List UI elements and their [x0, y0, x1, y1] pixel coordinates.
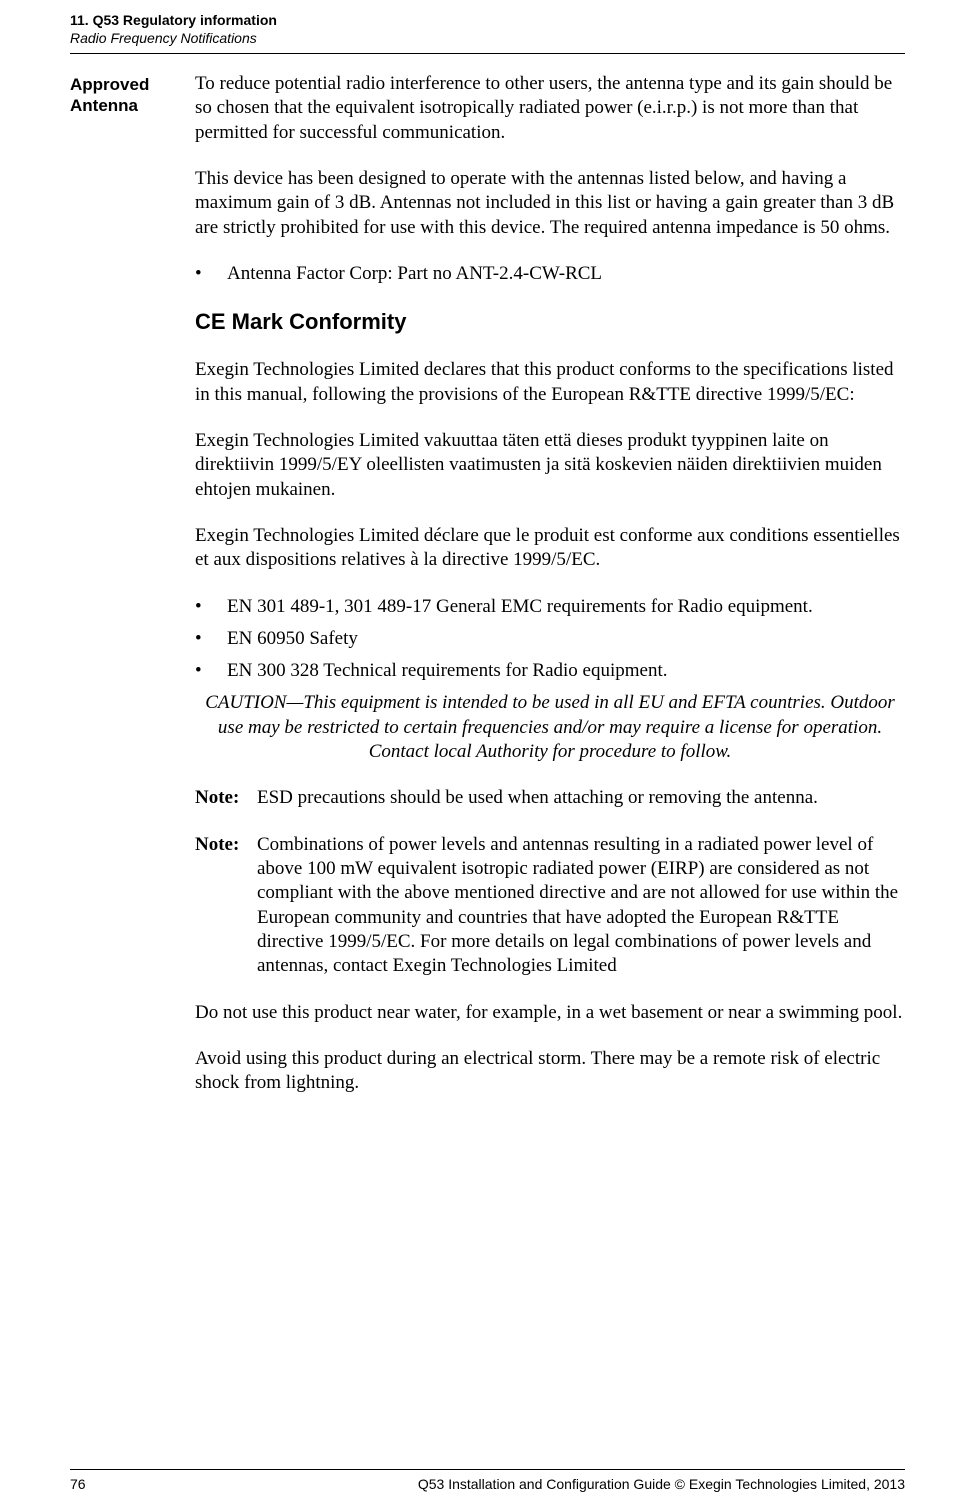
- page-number: 76: [70, 1476, 86, 1492]
- page: 11. Q53 Regulatory information Radio Fre…: [0, 0, 975, 1512]
- header-section: Radio Frequency Notifications: [70, 30, 905, 48]
- warn-para-1: Do not use this product near water, for …: [195, 1001, 905, 1025]
- note-label: Note:: [195, 833, 257, 979]
- main-column: To reduce potential radio interference t…: [195, 72, 905, 1118]
- ce-para-1: Exegin Technologies Limited declares tha…: [195, 358, 905, 407]
- warn-para-2: Avoid using this product during an elect…: [195, 1047, 905, 1096]
- approved-para-2: This device has been designed to operate…: [195, 167, 905, 240]
- note-1-body: ESD precautions should be used when atta…: [257, 786, 905, 810]
- side-heading-line1: Approved: [70, 74, 195, 95]
- bullet-icon: •: [195, 262, 227, 286]
- approved-bullet-1: Antenna Factor Corp: Part no ANT-2.4-CW-…: [227, 262, 905, 286]
- footer-text: Q53 Installation and Configuration Guide…: [418, 1476, 905, 1492]
- note-label: Note:: [195, 786, 257, 810]
- note-1: Note: ESD precautions should be used whe…: [195, 786, 905, 810]
- footer: 76 Q53 Installation and Configuration Gu…: [70, 1469, 905, 1492]
- bullet-icon: •: [195, 595, 227, 619]
- ce-bullet-3: EN 300 328 Technical requirements for Ra…: [227, 659, 905, 683]
- ce-heading: CE Mark Conformity: [195, 308, 905, 336]
- ce-bullet-1: EN 301 489-1, 301 489-17 General EMC req…: [227, 595, 905, 619]
- bullet-icon: •: [195, 659, 227, 683]
- footer-rule: [70, 1469, 905, 1470]
- bullet-row: • EN 60950 Safety: [195, 627, 905, 651]
- header-chapter: 11. Q53 Regulatory information: [70, 12, 905, 30]
- ce-bullet-2: EN 60950 Safety: [227, 627, 905, 651]
- approved-para-1: To reduce potential radio interference t…: [195, 72, 905, 145]
- running-header: 11. Q53 Regulatory information Radio Fre…: [70, 0, 905, 47]
- note-2-body: Combinations of power levels and antenna…: [257, 833, 905, 979]
- side-heading-line2: Antenna: [70, 95, 195, 116]
- footer-line: 76 Q53 Installation and Configuration Gu…: [70, 1476, 905, 1492]
- side-column: Approved Antenna: [70, 72, 195, 1118]
- ce-bullets: • EN 301 489-1, 301 489-17 General EMC r…: [195, 595, 905, 684]
- bullet-icon: •: [195, 627, 227, 651]
- bullet-row: • EN 301 489-1, 301 489-17 General EMC r…: [195, 595, 905, 619]
- note-2: Note: Combinations of power levels and a…: [195, 833, 905, 979]
- content-area: Approved Antenna To reduce potential rad…: [70, 72, 905, 1118]
- ce-para-2: Exegin Technologies Limited vakuuttaa tä…: [195, 429, 905, 502]
- ce-para-3: Exegin Technologies Limited déclare que …: [195, 524, 905, 573]
- caution-text: CAUTION—This equipment is intended to be…: [195, 691, 905, 764]
- bullet-row: • Antenna Factor Corp: Part no ANT-2.4-C…: [195, 262, 905, 286]
- header-rule: [70, 53, 905, 54]
- approved-bullets: • Antenna Factor Corp: Part no ANT-2.4-C…: [195, 262, 905, 286]
- bullet-row: • EN 300 328 Technical requirements for …: [195, 659, 905, 683]
